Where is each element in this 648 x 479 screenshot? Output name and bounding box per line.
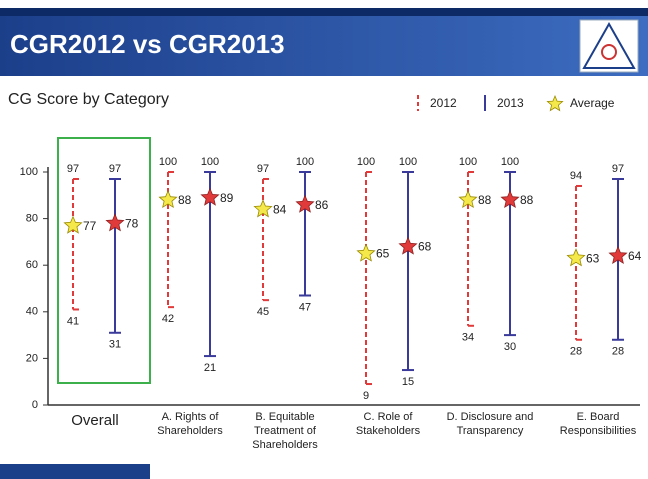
min-label: 9 <box>363 390 369 402</box>
y-tick-label: 40 <box>26 306 38 318</box>
max-label: 100 <box>296 156 314 168</box>
legend-label: Average <box>570 96 615 110</box>
average-label: 78 <box>125 216 139 230</box>
min-label: 28 <box>612 346 624 358</box>
average-label: 65 <box>376 247 390 261</box>
min-label: 41 <box>67 315 79 327</box>
min-label: 21 <box>204 362 216 374</box>
x-tick-label: B. Equitable Treatment of Shareholders <box>252 411 318 451</box>
max-label: 97 <box>612 163 624 175</box>
x-tick-label: Overall <box>71 412 119 429</box>
chart-title: CG Score by Category <box>8 91 169 108</box>
max-label: 94 <box>570 170 582 182</box>
min-label: 15 <box>402 376 414 388</box>
max-label: 100 <box>459 156 477 168</box>
y-tick-label: 0 <box>32 399 38 411</box>
average-star <box>566 248 586 267</box>
average-star <box>398 236 418 255</box>
max-label: 100 <box>501 156 519 168</box>
min-label: 28 <box>570 346 582 358</box>
average-star <box>295 194 315 213</box>
min-label: 31 <box>109 339 121 351</box>
x-tick-label: E. Board Responsibilities <box>559 411 637 437</box>
logo <box>579 19 639 73</box>
max-label: 97 <box>109 163 121 175</box>
min-label: 47 <box>299 301 311 313</box>
footer-bar <box>0 464 150 479</box>
header-stripe <box>0 8 648 16</box>
y-tick-label: 100 <box>20 166 38 178</box>
average-star <box>253 199 273 218</box>
highlight-box <box>57 137 151 384</box>
average-label: 84 <box>273 202 287 216</box>
min-label: 30 <box>504 341 516 353</box>
average-star <box>200 187 220 206</box>
x-tick-label: C. Role of Stakeholders <box>355 411 421 437</box>
average-star <box>458 189 478 209</box>
min-label: 34 <box>462 332 474 344</box>
average-label: 88 <box>478 193 492 207</box>
average-star <box>158 189 178 209</box>
average-star <box>105 213 125 232</box>
legend-label: 2012 <box>430 96 457 110</box>
average-star <box>500 189 520 209</box>
average-label: 63 <box>586 251 600 265</box>
average-label: 88 <box>520 193 534 207</box>
max-label: 100 <box>399 156 417 168</box>
legend-label: 2013 <box>497 96 524 110</box>
y-tick-label: 80 <box>26 213 38 225</box>
average-label: 86 <box>315 198 329 212</box>
slide-title: CGR2012 vs CGR2013 <box>10 29 285 59</box>
average-star <box>608 245 628 265</box>
average-label: 68 <box>418 240 432 254</box>
average-label: 88 <box>178 193 192 207</box>
min-label: 45 <box>257 306 269 318</box>
max-label: 100 <box>357 156 375 168</box>
average-label: 89 <box>220 191 234 205</box>
max-label: 97 <box>67 163 79 175</box>
max-label: 100 <box>201 156 219 168</box>
max-label: 100 <box>159 156 177 168</box>
x-tick-label: D. Disclosure and Transparency <box>446 411 534 437</box>
average-star <box>63 215 83 234</box>
max-label: 97 <box>257 163 269 175</box>
y-tick-label: 20 <box>26 352 38 364</box>
legend-star <box>546 94 564 112</box>
y-tick-label: 60 <box>26 259 38 271</box>
header-bar <box>0 8 648 76</box>
average-label: 64 <box>628 249 642 263</box>
x-tick-label: A. Rights of Shareholders <box>157 411 223 437</box>
average-star <box>356 243 376 262</box>
min-label: 42 <box>162 313 174 325</box>
average-label: 77 <box>83 219 97 233</box>
